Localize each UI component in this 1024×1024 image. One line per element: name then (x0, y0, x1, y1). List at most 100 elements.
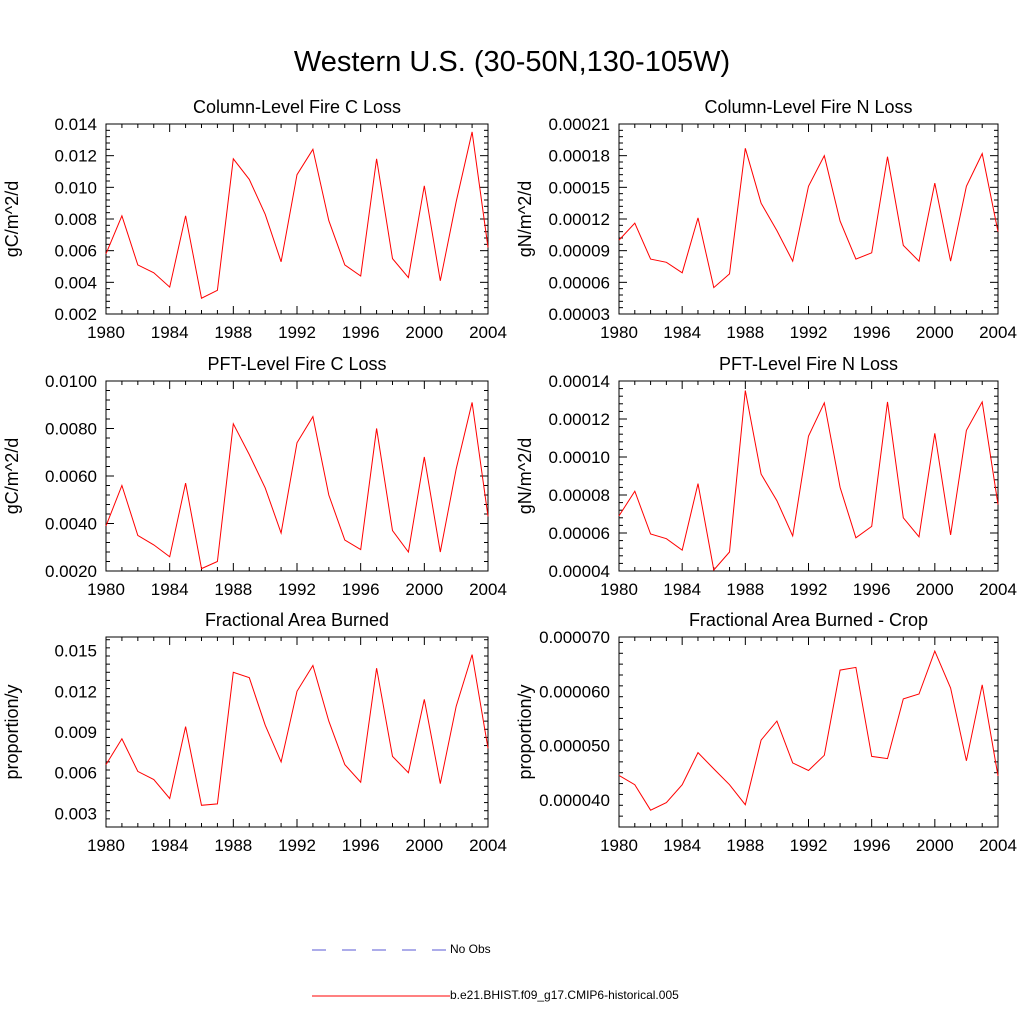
y-tick-label: 0.00018 (549, 147, 610, 166)
x-tick-label: 1988 (214, 836, 252, 855)
panel-title: PFT-Level Fire N Loss (719, 354, 898, 374)
y-tick-label: 0.014 (54, 115, 97, 134)
y-tick-label: 0.00004 (549, 562, 610, 581)
x-tick-label: 1996 (853, 580, 891, 599)
x-tick-label: 1984 (151, 836, 189, 855)
x-tick-label: 1992 (790, 580, 828, 599)
x-tick-label: 2004 (979, 836, 1017, 855)
x-tick-label: 1984 (663, 836, 701, 855)
y-tick-label: 0.00003 (549, 305, 610, 324)
y-tick-label: 0.004 (54, 273, 97, 292)
x-tick-label: 2000 (916, 323, 954, 342)
y-tick-label: 0.000070 (539, 628, 610, 647)
y-tick-label: 0.00006 (549, 273, 610, 292)
y-axis-label: gC/m^2/d (2, 181, 22, 257)
legend-line-model-run-icon (312, 995, 450, 997)
x-tick-label: 2000 (405, 580, 443, 599)
x-tick-label: 1988 (726, 323, 764, 342)
y-tick-label: 0.00012 (549, 410, 610, 429)
y-axis-label: proportion/y (2, 684, 22, 779)
x-tick-label: 1980 (87, 580, 125, 599)
y-tick-label: 0.010 (54, 178, 97, 197)
y-tick-label: 0.009 (54, 723, 97, 742)
y-tick-label: 0.00008 (549, 486, 610, 505)
y-tick-label: 0.00009 (549, 242, 610, 261)
x-tick-label: 2004 (469, 836, 507, 855)
x-tick-label: 1992 (278, 323, 316, 342)
series-line (618, 148, 999, 289)
y-axis-label: gN/m^2/d (515, 181, 535, 257)
x-tick-label: 1984 (151, 580, 189, 599)
y-tick-label: 0.0060 (45, 467, 97, 486)
series-line (105, 402, 489, 570)
x-tick-label: 1984 (151, 323, 189, 342)
x-tick-label: 1996 (853, 323, 891, 342)
y-tick-label: 0.00021 (549, 115, 610, 134)
x-tick-label: 1992 (278, 580, 316, 599)
x-tick-label: 1984 (663, 323, 701, 342)
x-tick-label: 1992 (790, 836, 828, 855)
y-tick-label: 0.012 (54, 682, 97, 701)
x-tick-label: 1980 (600, 580, 638, 599)
x-tick-label: 1984 (663, 580, 701, 599)
series-line (618, 649, 999, 811)
x-tick-label: 1980 (600, 323, 638, 342)
x-tick-label: 1988 (726, 836, 764, 855)
y-tick-label: 0.0020 (45, 562, 97, 581)
x-tick-label: 1996 (853, 836, 891, 855)
y-tick-label: 0.00014 (549, 372, 610, 391)
x-tick-label: 2000 (405, 323, 443, 342)
panel-title: Fractional Area Burned - Crop (689, 610, 928, 630)
series-line (105, 131, 489, 299)
x-tick-label: 2000 (405, 836, 443, 855)
y-tick-label: 0.0080 (45, 420, 97, 439)
y-tick-label: 0.0040 (45, 515, 97, 534)
y-tick-label: 0.00010 (549, 448, 610, 467)
y-axis-label: gC/m^2/d (2, 438, 22, 514)
series-line (105, 654, 489, 806)
y-tick-label: 0.00015 (549, 178, 610, 197)
y-tick-label: 0.00012 (549, 210, 610, 229)
x-tick-label: 1980 (600, 836, 638, 855)
x-tick-label: 1996 (342, 323, 380, 342)
legend-line-no-obs-icon (312, 949, 450, 951)
x-tick-label: 1980 (87, 323, 125, 342)
y-tick-label: 0.000040 (539, 791, 610, 810)
y-tick-label: 0.002 (54, 305, 97, 324)
panel-title: Column-Level Fire N Loss (704, 97, 912, 117)
legend-label-no-obs: No Obs (450, 942, 491, 956)
x-tick-label: 1992 (278, 836, 316, 855)
x-tick-label: 2000 (916, 580, 954, 599)
legend-label-model-run: b.e21.BHIST.f09_g17.CMIP6-historical.005 (450, 988, 679, 1002)
x-tick-label: 1992 (790, 323, 828, 342)
y-tick-label: 0.006 (54, 242, 97, 261)
y-axis-label: gN/m^2/d (515, 438, 535, 514)
y-tick-label: 0.00006 (549, 524, 610, 543)
y-tick-label: 0.012 (54, 147, 97, 166)
panel-title: PFT-Level Fire C Loss (207, 354, 386, 374)
y-tick-label: 0.003 (54, 804, 97, 823)
x-tick-label: 2000 (916, 836, 954, 855)
x-tick-label: 1988 (726, 580, 764, 599)
x-tick-label: 1988 (214, 323, 252, 342)
panel-title: Fractional Area Burned (205, 610, 389, 630)
x-tick-label: 1996 (342, 836, 380, 855)
x-tick-label: 1996 (342, 580, 380, 599)
y-tick-label: 0.008 (54, 210, 97, 229)
y-tick-label: 0.006 (54, 764, 97, 783)
y-axis-label: proportion/y (515, 684, 535, 779)
x-tick-label: 2004 (979, 580, 1017, 599)
x-tick-label: 2004 (469, 323, 507, 342)
series-line (618, 390, 999, 572)
y-tick-label: 0.000050 (539, 737, 610, 756)
panel-title: Column-Level Fire C Loss (193, 97, 401, 117)
x-tick-label: 2004 (469, 580, 507, 599)
figure-title: Western U.S. (30-50N,130-105W) (293, 46, 731, 78)
